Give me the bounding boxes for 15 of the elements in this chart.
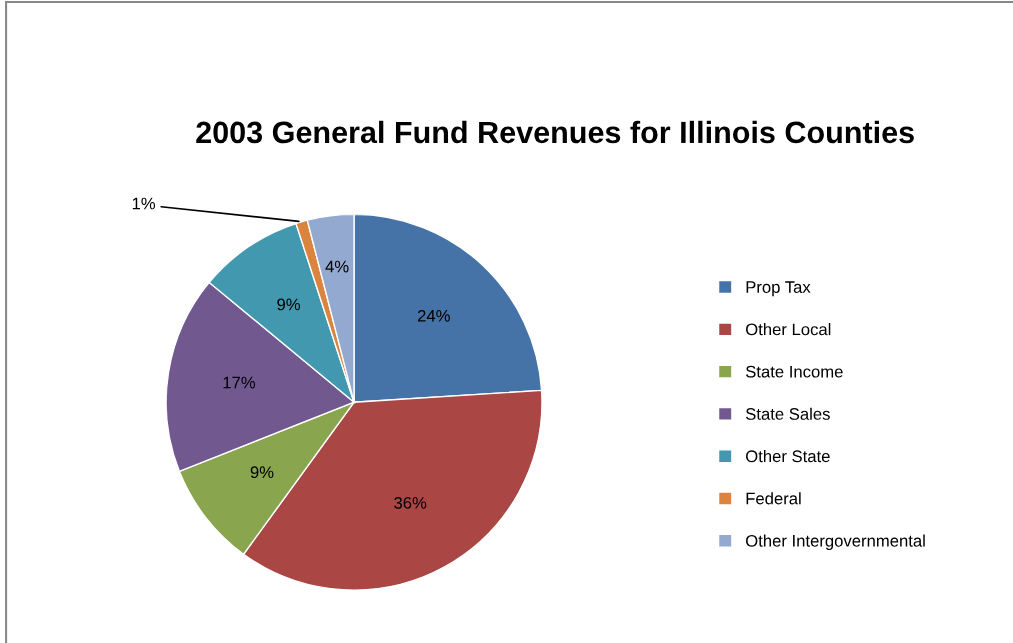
legend-label: Other State [746,449,830,463]
legend-label: Other Intergovernmental [746,534,925,551]
legend-label: Other Local [746,323,831,336]
data-label: 4% [325,260,349,273]
data-label: 1% [132,197,156,210]
legend-label: Federal [746,492,801,505]
data-label: 36% [394,496,427,509]
data-label: 9% [250,466,274,479]
data-label: 24% [417,309,450,322]
legend-label: State Sales [745,407,830,420]
data-label: 17% [223,376,256,389]
data-label: 9% [277,298,301,311]
legend-label: Prop Tax [746,281,811,297]
legend-label: State Income [745,365,843,378]
chart-title: 2003 General Fund Revenues for Illinois Counties [196,120,914,144]
